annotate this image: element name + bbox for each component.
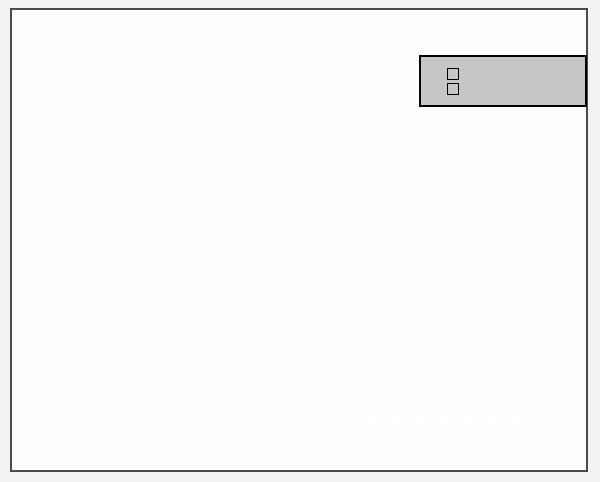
- legend-item-series2: [447, 82, 585, 95]
- legend-swatch-series2-icon: [447, 82, 459, 95]
- legend: [419, 55, 587, 107]
- watermark-artifact: [393, 437, 575, 444]
- legend-swatch-series1-icon: [447, 67, 459, 80]
- watermark-artifact: [420, 406, 480, 411]
- legend-item-series1: [447, 67, 585, 80]
- watermark-artifact: [368, 415, 540, 421]
